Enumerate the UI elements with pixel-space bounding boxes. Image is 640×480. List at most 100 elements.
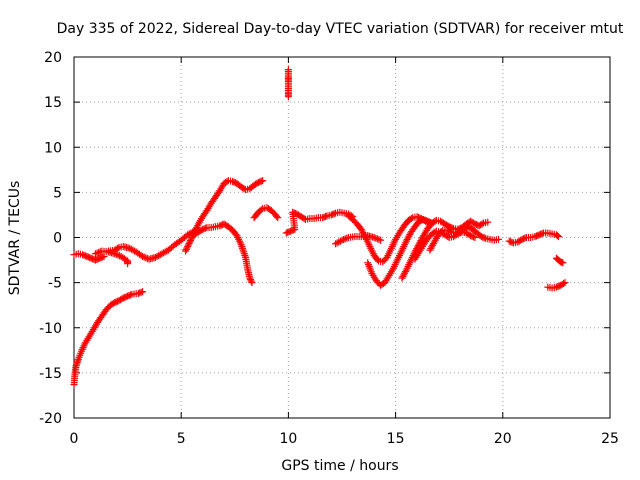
data-point: [418, 235, 426, 243]
data-point: [448, 224, 456, 232]
data-point: [248, 279, 256, 287]
data-point: [484, 218, 492, 226]
data-point: [401, 268, 409, 276]
data-point: [471, 234, 479, 241]
data-point: [398, 274, 406, 282]
data-point: [375, 236, 383, 244]
data-point: [426, 246, 434, 254]
x-axis-label: GPS time / hours: [281, 458, 398, 474]
axis-tick-labels: 0 5 10 15 20 25 -20 -15 -10 -5 0 5 10 15 20: [39, 50, 619, 447]
x-tick-label: 10: [279, 431, 297, 447]
data-point: [259, 177, 267, 185]
data-point: [343, 234, 351, 242]
data-point: [404, 234, 412, 242]
data-point: [360, 230, 368, 238]
data-point: [142, 254, 150, 262]
data-point: [561, 279, 569, 287]
y-tick-label: 20: [44, 50, 62, 66]
data-points: [70, 66, 569, 389]
data-point: [273, 212, 281, 220]
data-point: [555, 233, 563, 241]
data-point: [437, 228, 445, 236]
chart-title: Day 335 of 2022, Sidereal Day-to-day VTE…: [57, 21, 624, 37]
data-point: [274, 214, 282, 222]
data-point: [428, 243, 436, 251]
data-point: [377, 236, 385, 244]
data-point: [183, 244, 191, 252]
y-tick-label: 15: [44, 95, 62, 111]
data-point: [359, 229, 367, 237]
y-tick-label: 10: [44, 140, 62, 156]
data-point: [559, 259, 567, 267]
data-point: [446, 227, 454, 235]
data-point: [480, 234, 488, 242]
data-point: [361, 232, 369, 240]
y-tick-label: -15: [39, 366, 62, 382]
data-point: [358, 227, 366, 235]
data-point: [126, 291, 134, 299]
y-tick-label: -10: [39, 321, 62, 337]
data-point: [373, 235, 381, 243]
data-point: [538, 230, 546, 238]
data-point: [184, 241, 192, 249]
data-point: [341, 235, 349, 243]
data-point: [139, 288, 147, 296]
data-point: [357, 225, 365, 233]
data-point: [340, 236, 348, 244]
data-point: [95, 248, 103, 256]
data-point: [330, 210, 338, 218]
data-point: [400, 271, 408, 279]
data-point: [407, 215, 415, 223]
x-tick-label: 20: [494, 431, 512, 447]
x-tick-label: 0: [70, 431, 79, 447]
data-point: [560, 280, 568, 288]
data-point: [372, 234, 380, 242]
data-point: [336, 237, 344, 245]
data-point: [246, 274, 254, 282]
data-point: [247, 277, 255, 285]
data-point: [93, 249, 101, 257]
data-point: [495, 235, 503, 243]
data-point: [401, 269, 409, 277]
data-point: [338, 236, 346, 244]
data-point: [114, 244, 122, 252]
data-point: [257, 206, 265, 214]
data-point: [257, 177, 265, 185]
data-point: [553, 232, 561, 240]
axis-ticks: [73, 56, 611, 419]
data-point: [521, 234, 529, 242]
data-point: [99, 253, 107, 261]
y-tick-label: -5: [48, 276, 62, 292]
data-point: [184, 243, 192, 251]
data-point: [185, 240, 193, 248]
x-tick-label: 5: [177, 431, 186, 447]
data-point: [124, 260, 132, 268]
data-point: [405, 232, 413, 240]
x-tick-label: 15: [387, 431, 405, 447]
data-point: [469, 233, 477, 241]
data-point: [181, 247, 189, 255]
data-point: [182, 246, 190, 254]
y-axis-label: SDTVAR / TECUs: [7, 181, 23, 296]
data-point: [201, 224, 209, 232]
data-point: [399, 272, 407, 280]
y-tick-label: -20: [39, 411, 62, 427]
data-point: [186, 238, 194, 246]
data-point: [186, 237, 194, 245]
x-tick-label: 25: [601, 431, 619, 447]
data-point: [284, 66, 292, 74]
y-tick-label: 5: [53, 185, 62, 201]
data-point: [140, 253, 148, 261]
y-tick-label: 0: [53, 231, 62, 247]
data-point: [402, 237, 410, 245]
data-point: [139, 252, 147, 260]
data-point: [322, 212, 330, 220]
data-point: [478, 220, 486, 228]
data-point: [428, 241, 436, 249]
data-point: [247, 276, 255, 284]
data-point: [114, 251, 122, 259]
data-point: [91, 250, 99, 258]
data-point: [187, 235, 195, 243]
